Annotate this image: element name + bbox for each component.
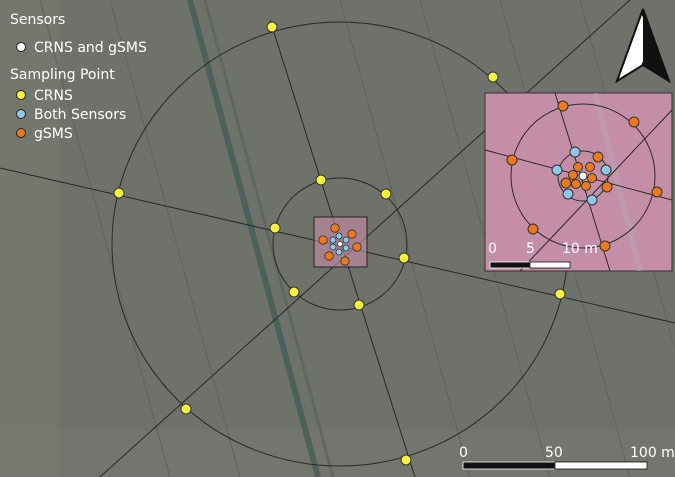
crns-sampling-point bbox=[353, 299, 365, 311]
legend-crns-swatch bbox=[16, 90, 26, 100]
inset-ring-inner bbox=[557, 150, 609, 202]
crns-sampling-point bbox=[269, 222, 281, 234]
main-scale-label: 100 m bbox=[630, 445, 675, 461]
legend-both-swatch bbox=[16, 109, 26, 119]
legend-both-label: Both Sensors bbox=[34, 107, 126, 123]
gsms-sampling-point bbox=[592, 151, 604, 163]
legend-sensor-swatch bbox=[16, 42, 26, 52]
main-scale-label: 50 bbox=[545, 445, 563, 461]
gsms-sampling-point bbox=[318, 235, 328, 245]
field-bottom-band bbox=[0, 430, 675, 477]
main-scale-label: 0 bbox=[459, 445, 468, 461]
crns-sampling-point bbox=[266, 21, 278, 33]
inset-rings bbox=[510, 103, 656, 249]
crns-sampling-point bbox=[380, 188, 392, 200]
both-sensors-point bbox=[342, 236, 350, 244]
legend-sensor-label: CRNS and gSMS bbox=[34, 40, 147, 56]
gsms-sampling-point bbox=[506, 154, 518, 166]
both-sensors-point bbox=[329, 236, 337, 244]
gsms-sampling-point bbox=[330, 223, 340, 233]
crns-sampling-point bbox=[180, 403, 192, 415]
gsms-sampling-point bbox=[324, 251, 334, 261]
legend-gsms-swatch bbox=[16, 128, 26, 138]
crns-sampling-point bbox=[554, 288, 566, 300]
main-scale-bar: 0 50 100 m bbox=[459, 445, 675, 470]
both-sensors-point bbox=[342, 244, 350, 252]
legend-crns-label: CRNS bbox=[34, 88, 73, 104]
both-sensors-point bbox=[551, 164, 563, 176]
gsms-sampling-point bbox=[599, 240, 611, 252]
crns-sampling-point bbox=[398, 252, 410, 264]
both-sensors-point bbox=[335, 248, 343, 256]
gsms-sampling-point bbox=[571, 179, 581, 189]
north-arrow-icon bbox=[615, 8, 671, 84]
inset-scale-label: 0 bbox=[488, 241, 497, 257]
legend: Sensors CRNS and gSMS Sampling Point CRN… bbox=[10, 12, 147, 142]
gsms-sampling-point bbox=[347, 229, 357, 239]
gsms-sampling-point bbox=[587, 173, 597, 183]
both-sensors-point bbox=[600, 164, 612, 176]
gsms-sampling-point bbox=[568, 170, 578, 180]
gsms-sampling-point bbox=[560, 177, 572, 189]
inset-scale-label: 10 m bbox=[562, 241, 598, 257]
both-sensors-point bbox=[569, 146, 581, 158]
inset-points bbox=[506, 100, 663, 252]
inset-ring-outer bbox=[510, 103, 656, 249]
crns-points bbox=[113, 21, 566, 466]
crns-sampling-point bbox=[315, 174, 327, 186]
crns-sampling-point bbox=[288, 286, 300, 298]
crns-sampling-point bbox=[400, 454, 412, 466]
gsms-sampling-point bbox=[527, 223, 539, 235]
legend-gsms-label: gSMS bbox=[34, 126, 73, 142]
sensor-location bbox=[337, 241, 343, 247]
inset-map: 0 5 10 m bbox=[484, 92, 673, 272]
tramline-dark bbox=[187, 0, 335, 477]
both-sensors-point bbox=[335, 232, 343, 240]
gsms-sampling-point bbox=[557, 100, 569, 112]
legend-sensors-title: Sensors bbox=[10, 12, 65, 28]
field-left-band bbox=[0, 0, 60, 477]
gsms-sampling-point bbox=[340, 256, 350, 266]
both-sensors-point bbox=[586, 194, 598, 206]
gsms-sampling-point bbox=[581, 181, 591, 191]
gsms-sampling-point bbox=[573, 162, 583, 172]
inset-scale-bar: 0 5 10 m bbox=[488, 241, 598, 269]
crns-sampling-point bbox=[487, 71, 499, 83]
gsms-sampling-point bbox=[585, 162, 595, 172]
crns-sampling-point bbox=[113, 187, 125, 199]
center-cluster bbox=[318, 223, 362, 266]
gsms-sampling-point bbox=[601, 181, 613, 193]
ring-inner bbox=[272, 177, 408, 311]
gsms-sampling-point bbox=[628, 116, 640, 128]
both-sensors-point bbox=[329, 243, 337, 251]
gsms-sampling-point bbox=[352, 242, 362, 252]
inset-tramline bbox=[592, 93, 643, 271]
sensor-location bbox=[578, 171, 588, 181]
legend-sampling-title: Sampling Point bbox=[10, 67, 115, 83]
both-sensors-point bbox=[562, 188, 574, 200]
inset-scale-label: 5 bbox=[526, 241, 535, 257]
field-stripes bbox=[39, 0, 675, 477]
gsms-sampling-point bbox=[651, 186, 663, 198]
